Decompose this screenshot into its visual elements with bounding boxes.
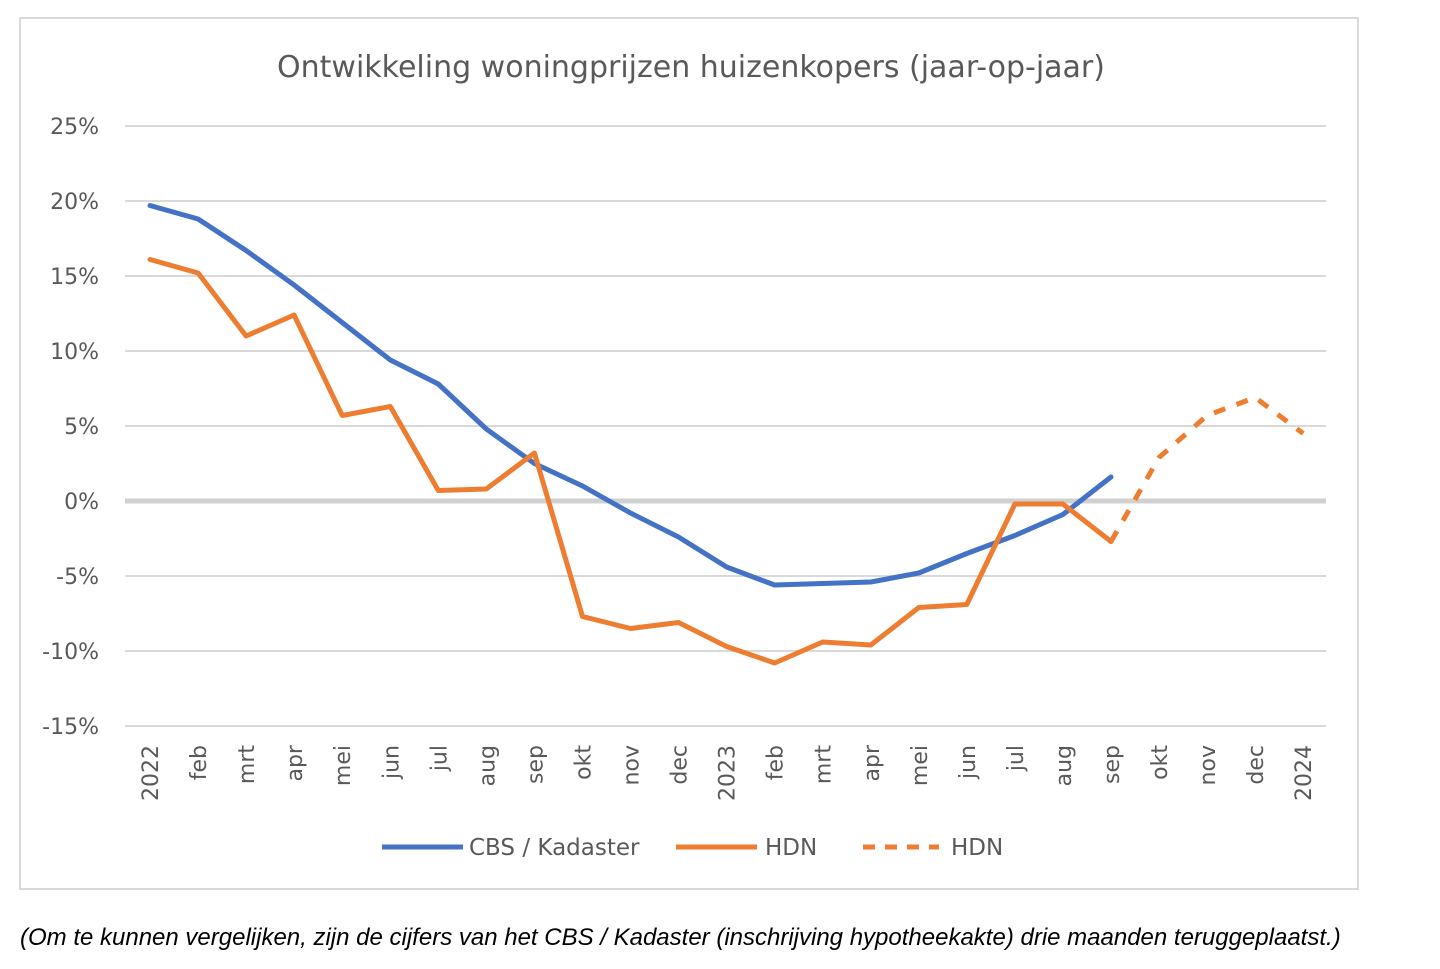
- x-tick-label: 2022: [139, 745, 164, 801]
- legend-label: CBS / Kadaster: [469, 835, 640, 861]
- y-tick-label: 20%: [50, 190, 99, 215]
- x-tick-label: 2023: [716, 745, 741, 801]
- x-tick-label: nov: [620, 745, 645, 785]
- y-tick-label: 5%: [64, 415, 99, 440]
- legend-label: HDN: [765, 835, 817, 861]
- y-tick-label: -10%: [42, 640, 99, 665]
- x-tick-label: apr: [283, 744, 308, 781]
- x-tick-label: jul: [427, 745, 452, 772]
- x-tick-label: mei: [908, 745, 933, 786]
- y-tick-label: -15%: [42, 715, 99, 740]
- x-tick-label: apr: [860, 744, 885, 781]
- series-line-hdn: [147, 257, 1114, 666]
- legend-label: HDN: [951, 835, 1003, 861]
- x-tick-label: mrt: [235, 745, 260, 784]
- x-tick-label: okt: [571, 745, 596, 780]
- y-tick-label: -5%: [56, 565, 99, 590]
- x-axis-ticks: 2022 feb mrt apr mei jun jul aug sep okt nov dec 202…: [139, 744, 1317, 801]
- series-line-hdn-dashed: [1108, 395, 1305, 543]
- x-tick-label: okt: [1148, 745, 1173, 780]
- y-tick-label: 15%: [50, 265, 99, 290]
- y-tick-label: 25%: [50, 115, 99, 140]
- x-tick-label: jun: [956, 745, 981, 780]
- legend: CBS / Kadaster HDN HDN: [382, 835, 1003, 861]
- chart-frame: Ontwikkeling woningprijzen huizenkopers …: [19, 17, 1359, 890]
- x-tick-label: nov: [1196, 745, 1221, 785]
- x-tick-label: jul: [1004, 745, 1029, 772]
- x-tick-label: sep: [523, 745, 548, 784]
- series-lines: [147, 203, 1305, 666]
- x-tick-label: 2024: [1292, 745, 1317, 801]
- y-tick-label: 0%: [64, 490, 99, 515]
- x-tick-label: feb: [187, 745, 212, 780]
- series-line-cbs-kadaster: [147, 203, 1114, 588]
- footnote: (Om te kunnen vergelijken, zijn de cijfe…: [20, 924, 1341, 951]
- x-tick-label: aug: [1052, 745, 1077, 786]
- x-tick-label: jun: [379, 745, 404, 780]
- x-tick-label: dec: [668, 745, 693, 785]
- chart-title: Ontwikkeling woningprijzen huizenkopers …: [277, 50, 1105, 85]
- line-chart: Ontwikkeling woningprijzen huizenkopers …: [42, 50, 1326, 861]
- x-tick-label: mei: [331, 745, 356, 786]
- x-tick-label: feb: [764, 745, 789, 780]
- y-tick-label: 10%: [50, 340, 99, 365]
- x-tick-label: aug: [475, 745, 500, 786]
- x-tick-label: mrt: [812, 745, 837, 784]
- x-tick-label: sep: [1100, 745, 1125, 784]
- gridlines: [125, 125, 1326, 727]
- x-tick-label: dec: [1244, 745, 1269, 785]
- y-axis-ticks: -15% -10% -5% 0% 5% 10% 15% 20% 25%: [42, 115, 99, 740]
